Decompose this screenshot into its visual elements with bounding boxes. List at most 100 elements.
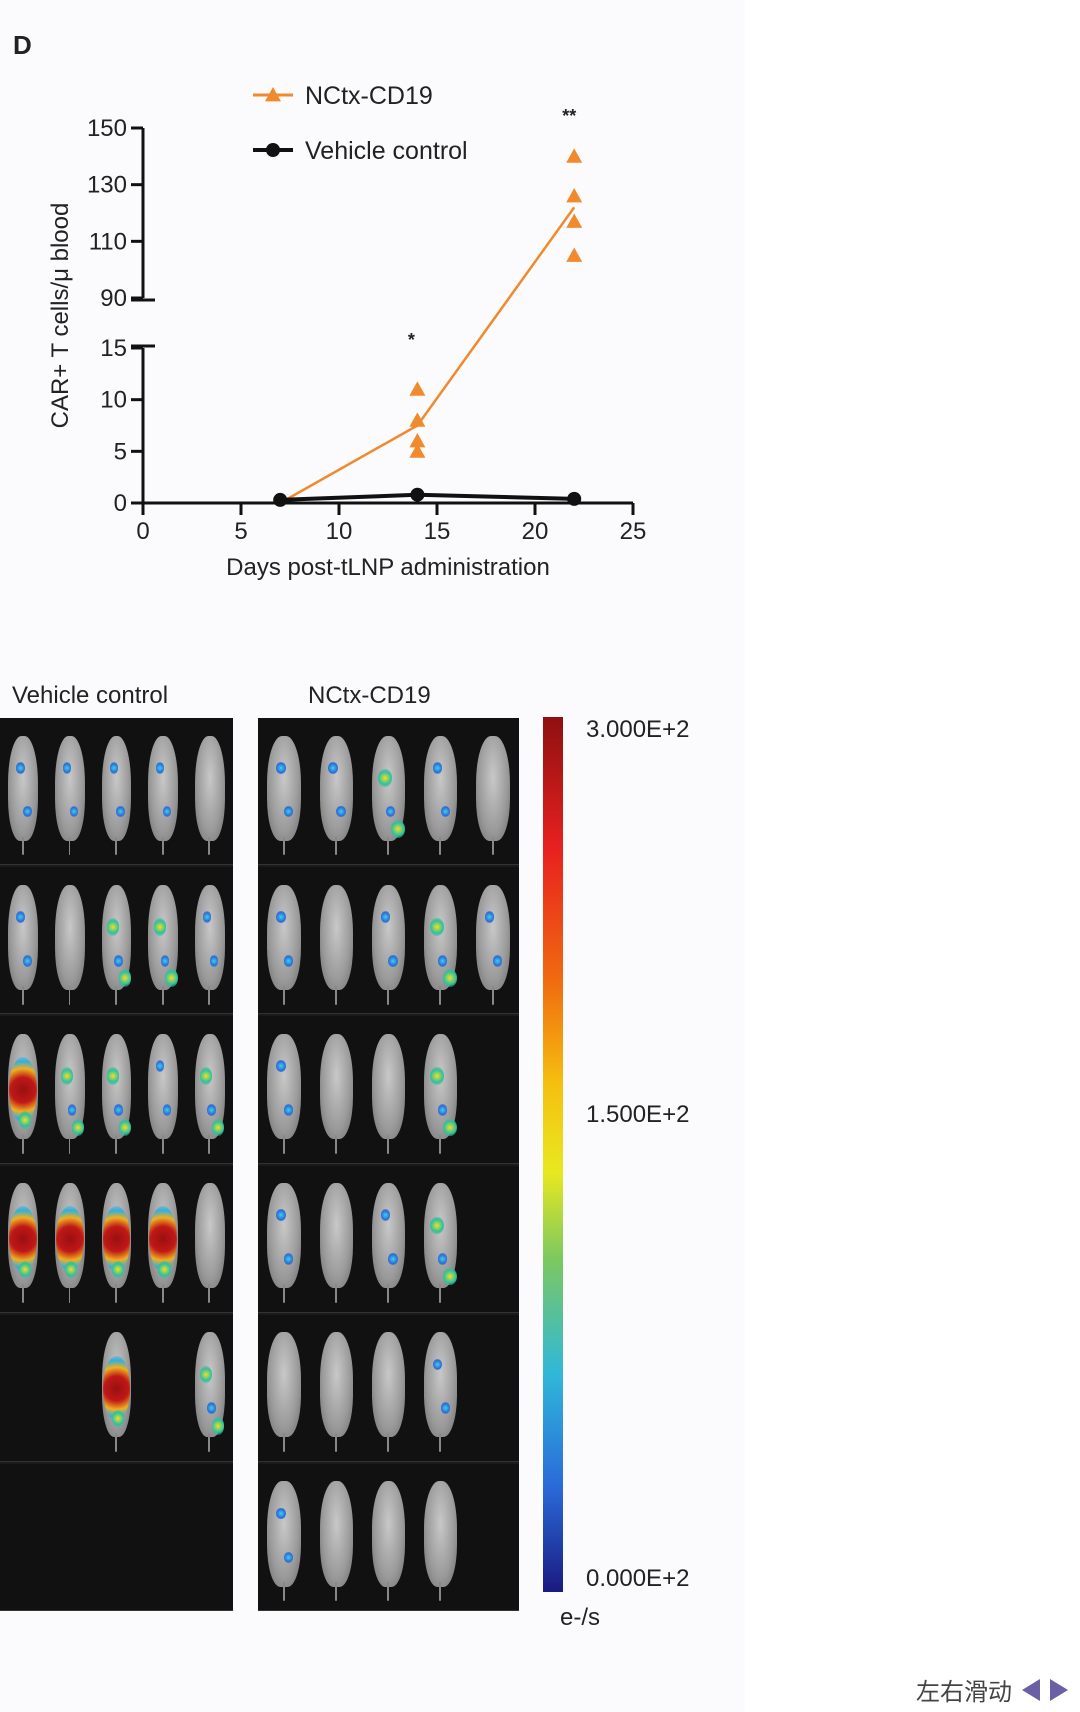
mouse-image <box>415 1166 467 1312</box>
mouse-image <box>362 1464 414 1610</box>
mouse-image <box>258 867 310 1013</box>
mouse-image <box>415 718 467 864</box>
x-tick-label: 20 <box>522 518 549 545</box>
imaging-row <box>0 718 233 866</box>
mouse-image <box>310 1315 362 1461</box>
chart-axes: 0 5 10 15 90 110 130 150 0 5 10 15 20 25 Days post-tLN… <box>47 115 646 581</box>
mouse-image <box>362 1016 414 1162</box>
mouse-image <box>186 867 233 1013</box>
mouse-image <box>47 1315 94 1461</box>
data-point-triangle <box>409 412 426 427</box>
mouse-image <box>258 1166 310 1312</box>
mouse-image <box>258 1315 310 1461</box>
data-point-circle <box>273 492 288 507</box>
legend-label: NCtx-CD19 <box>305 82 433 110</box>
imaging-panel-vehicle <box>0 718 233 1611</box>
mouse-image <box>310 867 362 1013</box>
mouse-image <box>186 1166 233 1312</box>
mouse-image <box>0 718 47 864</box>
mouse-image <box>47 1016 94 1162</box>
y-tick-label: 15 <box>100 335 127 362</box>
mouse-image <box>415 1464 467 1610</box>
y-tick-label: 150 <box>87 115 127 142</box>
mouse-image <box>93 1166 140 1312</box>
mouse-image <box>140 1166 187 1312</box>
x-tick-label: 5 <box>234 518 247 545</box>
y-tick-label: 0 <box>114 490 127 517</box>
colorbar <box>543 717 563 1592</box>
mouse-image <box>93 1464 140 1610</box>
mouse-image <box>140 1016 187 1162</box>
mouse-image <box>47 1464 94 1610</box>
x-tick-label: 0 <box>136 518 149 545</box>
data-point-circle <box>410 487 425 502</box>
data-point-triangle <box>409 443 426 458</box>
group-label-nctx: NCtx-CD19 <box>308 682 431 709</box>
mouse-image <box>258 1464 310 1610</box>
colorbar-max-label: 3.000E+2 <box>586 716 690 743</box>
mouse-image <box>0 1315 47 1461</box>
mouse-image <box>467 867 519 1013</box>
imaging-row <box>258 1016 519 1164</box>
mouse-image <box>415 1315 467 1461</box>
mouse-image <box>0 1464 47 1610</box>
mouse-image <box>140 1315 187 1461</box>
colorbar-mid-label: 1.500E+2 <box>586 1101 690 1128</box>
mouse-image <box>93 718 140 864</box>
data-point-triangle <box>566 247 583 262</box>
mouse-image <box>362 718 414 864</box>
arrow-right-icon[interactable] <box>1050 1678 1068 1701</box>
data-point-circle <box>567 491 582 506</box>
imaging-row <box>0 1314 233 1462</box>
data-point-triangle <box>566 188 583 203</box>
legend-marker <box>266 143 280 157</box>
mouse-image <box>0 867 47 1013</box>
mouse-image <box>93 1315 140 1461</box>
x-tick-label: 10 <box>326 518 353 545</box>
data-point-triangle <box>409 433 426 448</box>
mouse-image <box>47 867 94 1013</box>
imaging-row <box>0 1016 233 1164</box>
series-line <box>280 492 575 502</box>
y-tick-label: 10 <box>100 387 127 414</box>
colorbar-min-label: 0.000E+2 <box>586 1565 690 1592</box>
imaging-row <box>258 1165 519 1313</box>
mouse-image <box>467 1315 519 1461</box>
scroll-hint[interactable]: 左右滑动 <box>916 1672 1068 1707</box>
arrow-left-icon[interactable] <box>1022 1678 1040 1701</box>
y-tick-label: 110 <box>89 228 127 255</box>
mouse-image <box>362 867 414 1013</box>
x-tick-label: 25 <box>620 518 647 545</box>
line-chart: 0 5 10 15 90 110 130 150 0 5 10 15 20 25 Days post-tLN… <box>47 82 646 581</box>
mouse-image <box>258 1016 310 1162</box>
mouse-image <box>186 1016 233 1162</box>
data-point-triangle <box>566 148 583 163</box>
y-axis-title: CAR+ T cells/μ blood <box>47 203 74 429</box>
chart-marks: *** <box>273 106 583 507</box>
data-point-triangle <box>566 213 583 228</box>
mouse-image <box>310 1464 362 1610</box>
mouse-image <box>93 867 140 1013</box>
mouse-image <box>310 1016 362 1162</box>
colorbar-unit-label: e-/s <box>560 1604 601 1631</box>
data-point-triangle <box>409 381 426 396</box>
mouse-image <box>0 1016 47 1162</box>
imaging-row <box>258 1463 519 1611</box>
mouse-image <box>47 1166 94 1312</box>
legend-label: Vehicle control <box>305 137 468 165</box>
mouse-image <box>415 1016 467 1162</box>
significance-label: * <box>408 330 415 350</box>
mouse-image <box>362 1315 414 1461</box>
group-label-vehicle: Vehicle control <box>12 682 169 709</box>
imaging-row <box>258 867 519 1015</box>
scroll-hint-text: 左右滑动 <box>916 1679 1012 1706</box>
mouse-image <box>415 867 467 1013</box>
mouse-image <box>47 718 94 864</box>
imaging-row <box>258 1314 519 1462</box>
mouse-image <box>467 1016 519 1162</box>
mouse-image <box>310 718 362 864</box>
panel-letter: D <box>13 30 32 60</box>
x-axis-title: Days post-tLNP administration <box>226 554 550 581</box>
mouse-image <box>186 1464 233 1610</box>
y-tick-label: 130 <box>87 172 127 199</box>
